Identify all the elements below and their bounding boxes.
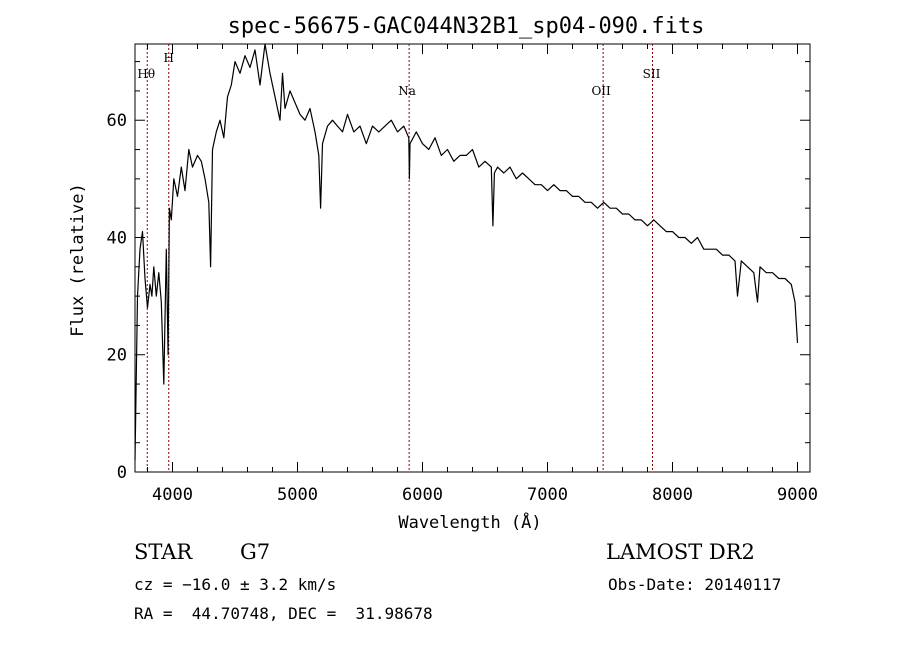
axis-ticks (135, 44, 810, 473)
x-tick-label: 6000 (402, 485, 443, 505)
redshift-cz: cz = −16.0 ± 3.2 km/s (134, 575, 337, 594)
spectral-line-label: SII (643, 67, 661, 81)
x-tick-label: 8000 (652, 485, 693, 505)
tick-labels: 4000 5000 6000 7000 8000 9000 0 20 40 60 (107, 111, 818, 505)
object-class: STAR (134, 540, 193, 564)
spectral-line-label: H (164, 51, 174, 65)
chart-title: spec-56675-GAC044N32B1_sp04-090.fits (228, 14, 705, 39)
y-tick-label: 0 (117, 463, 127, 483)
y-tick-label: 20 (107, 346, 127, 366)
x-tick-label: 7000 (527, 485, 568, 505)
spectrum-series (134, 43, 799, 461)
observation-date: Obs-Date: 20140117 (608, 575, 782, 594)
spectral-line-markers: Hθ H Na OII SII (137, 44, 661, 472)
coordinates: RA = 44.70748, DEC = 31.98678 (134, 604, 433, 623)
x-tick-label: 4000 (152, 485, 193, 505)
plot-frame (134, 43, 811, 473)
y-tick-label: 60 (107, 111, 127, 131)
object-subclass: G7 (240, 540, 271, 564)
y-axis-label: Flux (relative) (68, 183, 88, 337)
spectral-line-label: Hθ (137, 67, 155, 81)
spectrum-line (134, 43, 799, 461)
spectral-line-label: Na (398, 84, 416, 98)
x-tick-label: 9000 (777, 485, 818, 505)
x-tick-label: 5000 (277, 485, 318, 505)
spectral-line-label: OII (591, 84, 611, 98)
y-tick-label: 40 (107, 228, 127, 248)
x-axis-label: Wavelength (Å) (398, 511, 541, 533)
survey-name: LAMOST DR2 (606, 540, 755, 564)
